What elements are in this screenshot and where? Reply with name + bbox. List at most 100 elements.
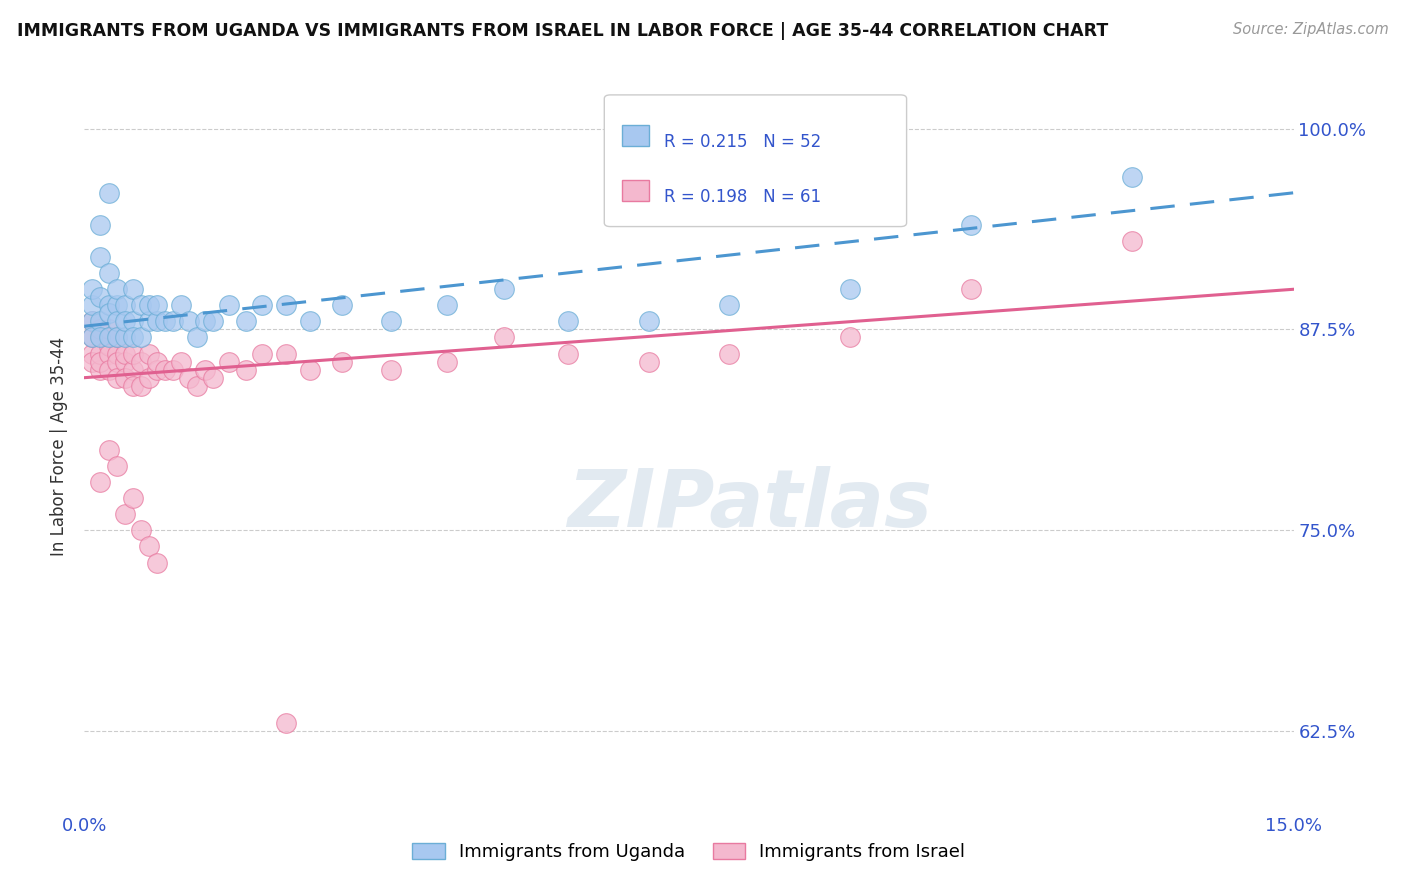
Point	[97, 443, 120, 458]
Point	[89, 290, 111, 304]
Point	[1121, 234, 1143, 248]
Point	[170, 298, 193, 312]
Point	[121, 346, 143, 360]
Point	[492, 330, 515, 344]
Point	[557, 314, 579, 328]
Point	[557, 346, 579, 360]
Point	[436, 354, 458, 368]
Point	[89, 218, 111, 232]
Point	[218, 298, 240, 312]
Point	[121, 314, 143, 328]
Point	[839, 282, 862, 296]
Point	[138, 540, 160, 554]
Point	[146, 354, 169, 368]
Point	[97, 306, 120, 320]
Point	[121, 378, 143, 392]
Point	[97, 322, 120, 336]
Point	[97, 330, 120, 344]
Point	[235, 314, 257, 328]
Bar	[623, 125, 650, 146]
Point	[146, 314, 169, 328]
Point	[129, 524, 152, 538]
Text: ZIPatlas: ZIPatlas	[567, 466, 932, 543]
Point	[218, 354, 240, 368]
Point	[89, 330, 111, 344]
Point	[97, 298, 120, 312]
Point	[492, 282, 515, 296]
Point	[114, 330, 136, 344]
Point	[97, 266, 120, 280]
Point	[330, 298, 353, 312]
Point	[82, 282, 104, 296]
Point	[105, 298, 128, 312]
Point	[129, 378, 152, 392]
Point	[114, 508, 136, 522]
Point	[82, 314, 104, 328]
Point	[146, 298, 169, 312]
Point	[250, 346, 273, 360]
Point	[250, 298, 273, 312]
Point	[129, 354, 152, 368]
Point	[105, 282, 128, 296]
Point	[105, 370, 128, 384]
Text: IMMIGRANTS FROM UGANDA VS IMMIGRANTS FROM ISRAEL IN LABOR FORCE | AGE 35-44 CORR: IMMIGRANTS FROM UGANDA VS IMMIGRANTS FRO…	[17, 22, 1108, 40]
Point	[179, 370, 201, 384]
Point	[97, 330, 120, 344]
Point	[114, 298, 136, 312]
Point	[299, 314, 322, 328]
Point	[105, 354, 128, 368]
Bar	[623, 180, 650, 201]
Point	[129, 298, 152, 312]
Point	[89, 330, 111, 344]
Point	[89, 322, 111, 336]
Point	[121, 362, 143, 376]
Point	[162, 362, 184, 376]
Legend: Immigrants from Uganda, Immigrants from Israel: Immigrants from Uganda, Immigrants from …	[405, 836, 973, 869]
Point	[194, 362, 217, 376]
Point	[718, 346, 741, 360]
Point	[153, 362, 176, 376]
Point	[146, 362, 169, 376]
Point	[330, 354, 353, 368]
Y-axis label: In Labor Force | Age 35-44: In Labor Force | Age 35-44	[51, 336, 69, 556]
Point	[960, 218, 983, 232]
Point	[97, 362, 120, 376]
Point	[97, 338, 120, 352]
Point	[202, 370, 225, 384]
Point	[274, 346, 297, 360]
Point	[1121, 169, 1143, 184]
Point	[274, 716, 297, 731]
Point	[121, 330, 143, 344]
Point	[637, 354, 659, 368]
Point	[105, 330, 128, 344]
Point	[839, 330, 862, 344]
Point	[235, 362, 257, 376]
Point	[146, 556, 169, 570]
Point	[105, 314, 128, 328]
Point	[89, 250, 111, 264]
Point	[718, 298, 741, 312]
Point	[162, 314, 184, 328]
Point	[114, 370, 136, 384]
Point	[436, 298, 458, 312]
Point	[82, 298, 104, 312]
Point	[153, 314, 176, 328]
Point	[105, 330, 128, 344]
Point	[105, 346, 128, 360]
Text: Source: ZipAtlas.com: Source: ZipAtlas.com	[1233, 22, 1389, 37]
Point	[179, 314, 201, 328]
Text: R = 0.215   N = 52: R = 0.215 N = 52	[664, 134, 821, 152]
Point	[89, 362, 111, 376]
Point	[186, 330, 208, 344]
Point	[202, 314, 225, 328]
Point	[82, 330, 104, 344]
Point	[960, 282, 983, 296]
Point	[274, 298, 297, 312]
Point	[138, 370, 160, 384]
Point	[299, 362, 322, 376]
Point	[97, 186, 120, 200]
Point	[380, 362, 402, 376]
Point	[105, 459, 128, 474]
Point	[138, 298, 160, 312]
Point	[121, 491, 143, 506]
